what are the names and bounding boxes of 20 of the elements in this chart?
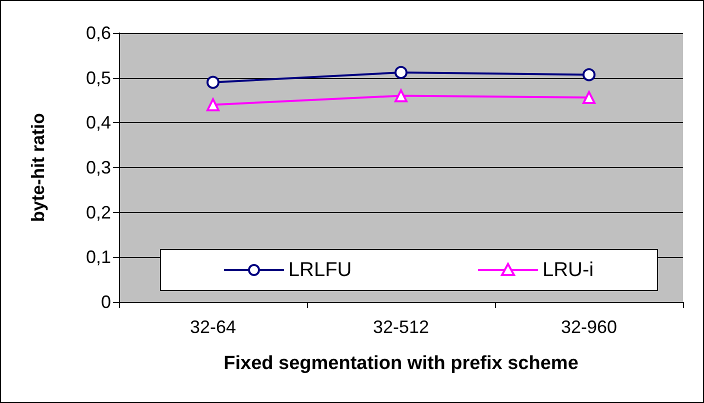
y-tick-label: 0,6: [86, 23, 111, 43]
point: [582, 68, 596, 82]
y-tick-label: 0,4: [86, 112, 111, 133]
y-tick-label: 0,2: [86, 202, 111, 222]
y-tick-label: 0: [100, 292, 111, 312]
x-tick-label: 32-64: [190, 317, 236, 337]
point: [582, 91, 596, 104]
x-axis-title: Fixed segmentation with prefix scheme: [224, 353, 578, 374]
y-tick-label: 0,1: [86, 247, 111, 268]
x-tick-label: 32-960: [560, 317, 618, 337]
point: [394, 66, 408, 79]
point: [206, 98, 220, 112]
y-tick-label: 0,3: [86, 158, 111, 178]
point: [394, 89, 408, 102]
y-tick-label: 0,5: [86, 68, 111, 88]
legend-label: LRLFU: [288, 258, 352, 282]
y-axis-title: byte-hit ratio: [28, 112, 48, 222]
point: [206, 76, 220, 89]
legend-label: LRU-i: [542, 258, 594, 282]
x-tick-label: 32-512: [372, 317, 430, 337]
